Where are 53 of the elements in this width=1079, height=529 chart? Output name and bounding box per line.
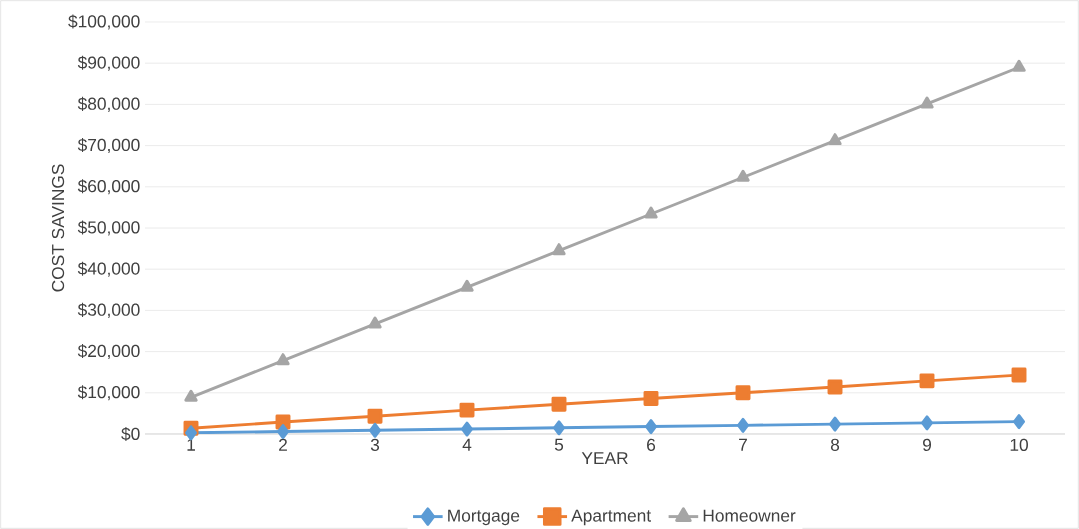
point	[645, 419, 657, 435]
point	[369, 422, 381, 438]
y-tick-label: $70,000	[77, 138, 140, 154]
point	[185, 425, 197, 441]
point	[644, 206, 658, 219]
x-axis-title: YEAR	[581, 452, 628, 465]
point	[736, 169, 750, 182]
x-tick-label: 6	[647, 438, 656, 451]
point	[921, 415, 933, 431]
x-tick-label: 10	[1010, 438, 1028, 451]
y-tick-label: $60,000	[77, 179, 140, 195]
x-tick-label: 3	[370, 438, 380, 451]
point	[367, 408, 383, 424]
point	[829, 416, 841, 432]
x-tick-label: 8	[830, 438, 840, 451]
y-tick-label: $0	[121, 426, 140, 442]
point	[828, 133, 842, 146]
point	[737, 417, 749, 433]
point	[735, 385, 751, 401]
point	[1011, 367, 1027, 383]
point	[551, 396, 567, 412]
point	[552, 243, 566, 256]
point	[553, 420, 565, 436]
y-tick-label: $90,000	[77, 55, 140, 71]
legend-label: Homeowner	[703, 509, 796, 522]
point	[277, 424, 289, 439]
point	[643, 391, 659, 407]
point	[461, 421, 473, 437]
point	[460, 279, 474, 292]
legend-label: Mortgage	[448, 509, 520, 526]
point	[368, 316, 382, 329]
x-tick-label: 5	[554, 438, 564, 451]
x-tick-label: 9	[923, 438, 932, 451]
point	[1012, 59, 1026, 72]
y-axis-title: COST SAVINGS	[51, 164, 65, 292]
x-tick-label: 2	[279, 438, 287, 451]
point	[1013, 414, 1025, 430]
y-tick-label: $100,000	[68, 14, 140, 30]
x-tick-label: 7	[739, 438, 747, 451]
y-tick-label: $30,000	[77, 302, 140, 318]
x-tick-label: 4	[462, 438, 472, 451]
y-tick-label: $20,000	[77, 344, 140, 360]
y-tick-label: $50,000	[77, 220, 140, 236]
legend-label: Apartment	[571, 509, 651, 526]
point	[919, 373, 935, 389]
y-tick-label: $10,000	[77, 385, 140, 401]
point	[459, 402, 475, 418]
point	[920, 96, 934, 109]
y-tick-label: $40,000	[77, 261, 140, 277]
point	[184, 389, 198, 402]
y-tick-label: $80,000	[77, 96, 140, 112]
point	[276, 353, 290, 366]
point	[827, 379, 843, 395]
